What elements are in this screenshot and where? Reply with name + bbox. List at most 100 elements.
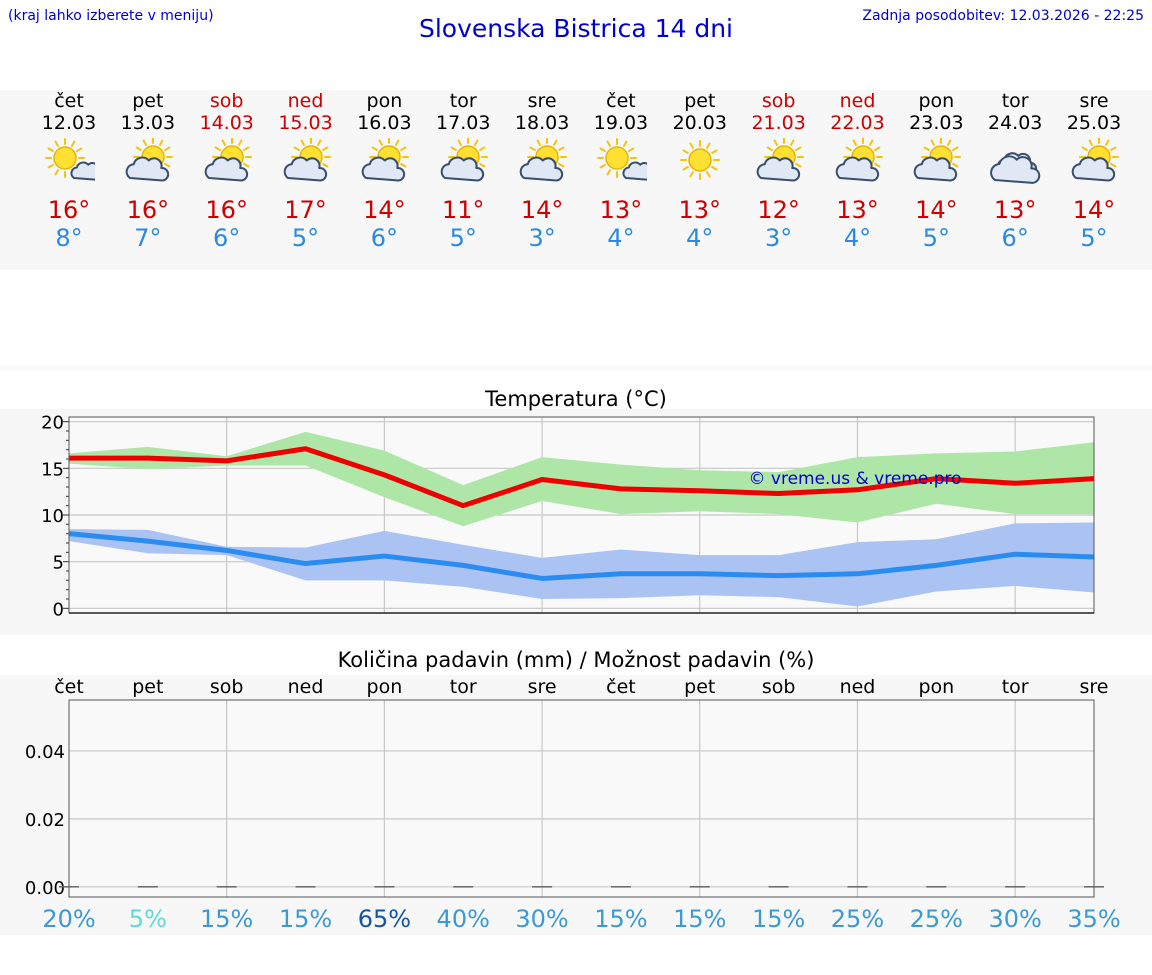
temp-min: 4°	[686, 224, 714, 252]
day-name: ned	[287, 90, 324, 112]
temp-max: 14°	[520, 196, 564, 224]
temp-max: 14°	[1072, 196, 1116, 224]
precip-day-label: pon	[367, 676, 403, 698]
temp-min: 8°	[55, 224, 83, 252]
day-date: 19.03	[593, 112, 649, 134]
precip-bar	[847, 886, 868, 888]
temp-min: 7°	[134, 224, 162, 252]
precip-bar	[295, 886, 316, 888]
day-column: tor 17.03 11° 5°	[423, 90, 503, 252]
day-column: sre 18.03 14° 3°	[502, 90, 582, 252]
day-name: sob	[209, 90, 244, 112]
temp-max: 16°	[205, 196, 248, 224]
day-date: 15.03	[278, 112, 333, 134]
precip-day-label: pet	[132, 676, 163, 698]
day-date: 24.03	[987, 112, 1043, 134]
precip-probability: 65%	[358, 905, 411, 933]
day-column: čet 19.03 13° 4°	[581, 90, 661, 252]
max-temp-line	[69, 446, 1095, 509]
watermark: © vreme.us & vreme.pro	[748, 469, 961, 489]
day-date: 20.03	[672, 112, 727, 134]
y-tick-label: 5	[53, 553, 64, 574]
cloud-icon	[990, 152, 1041, 184]
day-column: pon 16.03 14° 6°	[344, 90, 424, 252]
precip-day-label: ned	[840, 676, 876, 698]
temp-max: 12°	[757, 196, 800, 224]
sun-cloud-icon	[914, 138, 962, 182]
day-column: ned 15.03 17° 5°	[266, 90, 346, 252]
temp-min: 5°	[449, 224, 477, 252]
temp-min: 3°	[765, 224, 793, 252]
precip-day-label: sob	[210, 676, 244, 698]
y-tick-label: 0.04	[25, 742, 65, 763]
precip-day-label: sob	[762, 676, 796, 698]
day-date: 23.03	[909, 112, 964, 134]
precipitation-plot-frame	[68, 699, 1095, 898]
day-date: 12.03	[41, 112, 97, 134]
temp-min: 6°	[370, 224, 399, 252]
sun-cloud-icon	[440, 138, 489, 182]
page-title: Slovenska Bistrica 14 dni	[418, 14, 734, 43]
precip-bar	[926, 886, 947, 888]
day-name: sob	[761, 90, 796, 112]
temp-min: 6°	[1001, 224, 1029, 252]
sun-cloud-icon	[283, 138, 331, 182]
temp-max: 14°	[363, 196, 406, 224]
day-date: 16.03	[357, 112, 412, 134]
day-date: 14.03	[199, 112, 254, 134]
precip-day-label: tor	[1002, 676, 1029, 698]
y-tick-label: 0.00	[25, 878, 65, 899]
sun-cloud-icon	[362, 138, 410, 182]
day-date: 18.03	[514, 112, 570, 134]
day-name: čet	[54, 90, 84, 112]
partly-sunny-icon	[45, 138, 95, 181]
temp-max: 13°	[836, 196, 879, 224]
temp-max: 13°	[678, 196, 722, 224]
day-column: sob 14.03 16° 6°	[187, 90, 267, 252]
y-tick-label: 0.02	[25, 810, 65, 831]
precip-bar	[1005, 886, 1026, 888]
temp-min: 6°	[213, 224, 241, 252]
precip-bar	[137, 886, 158, 888]
day-date: 21.03	[751, 112, 806, 134]
forecast-strip	[0, 90, 1152, 270]
day-column: sre 25.03 14° 5°	[1054, 90, 1134, 252]
day-column: pet 13.03 16° 7°	[108, 90, 188, 252]
day-column: sob 21.03 12° 3°	[739, 90, 819, 252]
temp-max: 11°	[441, 196, 485, 224]
temp-min: 4°	[607, 224, 635, 252]
temp-max: 16°	[126, 196, 170, 224]
temp-max: 16°	[47, 196, 91, 224]
precipitation-plot-area	[69, 700, 1094, 897]
day-column: tor 24.03 13° 6°	[975, 90, 1055, 252]
sun-cloud-icon	[519, 138, 568, 182]
precip-day-label: pon	[918, 676, 954, 698]
day-name: pon	[366, 90, 403, 112]
precip-day-label: čet	[54, 676, 84, 698]
precip-bar	[216, 886, 237, 888]
day-name: pon	[918, 90, 955, 112]
location-hint[interactable]: (kraj lahko izberete v meniju)	[8, 8, 214, 24]
day-column: čet 12.03 16° 8°	[29, 90, 109, 252]
day-name: tor	[1001, 90, 1029, 112]
precip-probability: 30%	[988, 905, 1041, 933]
temp-min: 5°	[291, 224, 320, 252]
partly-sunny-icon	[596, 138, 647, 181]
precip-probability: 30%	[515, 905, 568, 933]
day-date: 22.03	[830, 112, 885, 134]
min-temp-line	[68, 531, 1095, 581]
day-name: sre	[1079, 90, 1109, 112]
divider	[0, 366, 1152, 370]
day-date: 13.03	[120, 112, 176, 134]
sun-cloud-icon	[835, 138, 883, 182]
sun-icon	[679, 140, 720, 180]
temp-max: 13°	[599, 196, 643, 224]
day-name: pet	[684, 90, 716, 112]
precip-day-label: sre	[1080, 676, 1109, 698]
precip-bar	[610, 886, 631, 888]
y-tick-label: 10	[41, 506, 64, 527]
temp-min: 5°	[1080, 224, 1108, 252]
day-name: tor	[449, 90, 477, 112]
day-date: 17.03	[436, 112, 491, 134]
